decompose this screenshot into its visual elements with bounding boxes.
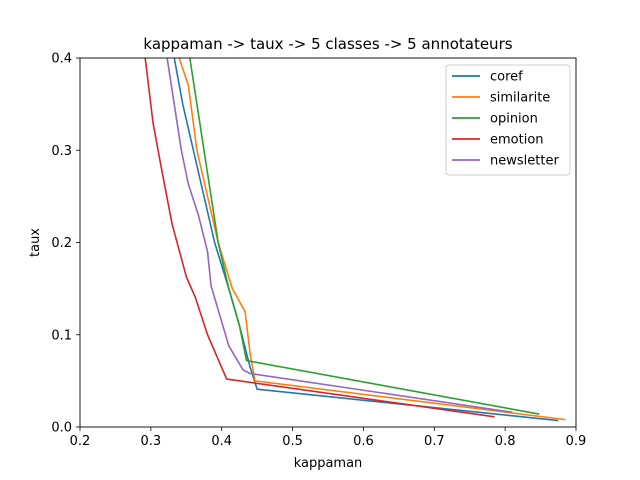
legend-label-emotion: emotion [490,133,544,148]
x-tick-label: 0.9 [566,434,587,449]
x-tick-label: 0.4 [211,434,232,449]
legend: coref similarite opinion emotion newsletter [445,64,571,176]
x-axis-label: kappaman [294,456,363,471]
series-layer [144,58,566,422]
legend-label-opinion: opinion [490,112,538,127]
chart-title: kappaman -> taux -> 5 classes -> 5 annot… [143,35,512,53]
y-tick-label: 0.0 [51,421,72,436]
x-tick-label: 0.8 [495,434,516,449]
y-tick-label: 0.3 [51,144,72,159]
series-line-similarite [178,58,566,421]
series-line-emotion [144,58,495,418]
x-tick-label: 0.3 [141,434,162,449]
series-line-opinion [189,58,540,415]
legend-box [445,64,571,176]
x-axis: 0.2 0.3 0.4 0.5 0.6 0.7 0.8 0.9 [70,427,587,449]
legend-label-similarite: similarite [490,91,550,106]
legend-label-newsletter: newsletter [490,154,559,169]
y-axis-label: taux [28,228,43,257]
y-axis: 0.0 0.1 0.2 0.3 0.4 [51,52,80,436]
x-tick-label: 0.7 [424,434,445,449]
series-line-coref [173,58,559,422]
series-line-newsletter [166,58,513,414]
x-tick-label: 0.5 [282,434,303,449]
x-tick-label: 0.6 [353,434,374,449]
legend-label-coref: coref [490,70,523,85]
y-tick-label: 0.2 [51,236,72,251]
x-tick-label: 0.2 [70,434,91,449]
y-tick-label: 0.4 [51,52,72,67]
y-tick-label: 0.1 [51,328,72,343]
